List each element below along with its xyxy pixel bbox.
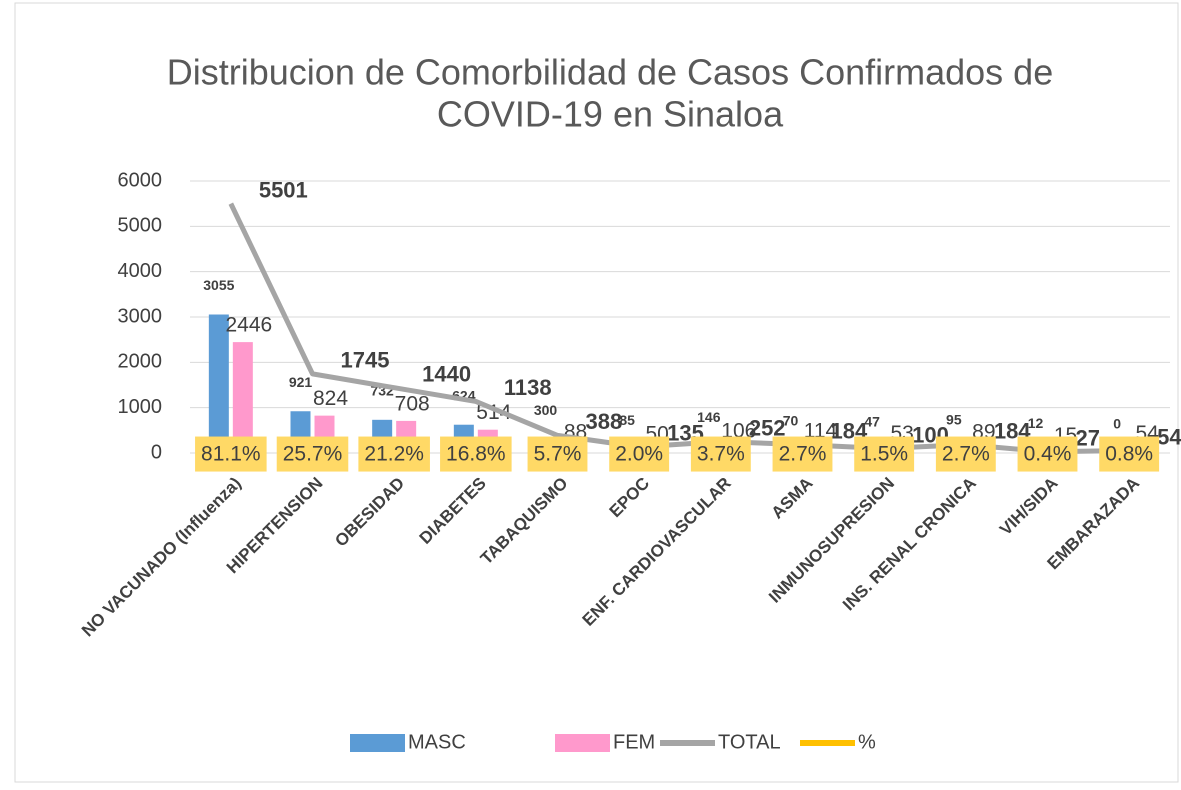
data-label: 708 (395, 392, 430, 415)
data-label: 54 (1157, 424, 1181, 449)
label-box (1099, 436, 1160, 472)
data-label: 824 (313, 387, 348, 410)
data-label: 1138 (504, 375, 552, 400)
data-label: 0.4% (1024, 443, 1072, 466)
label-box (358, 436, 430, 472)
label-box (772, 436, 833, 472)
data-label: 2.7% (779, 443, 827, 466)
label-box (195, 436, 267, 472)
label-box (1017, 436, 1078, 472)
data-label: 388 (586, 409, 623, 434)
label-box (527, 436, 588, 472)
data-label: 25.7% (283, 443, 343, 466)
y-tick-label: 5000 (118, 215, 163, 237)
data-label: 252 (749, 415, 786, 440)
label-box (854, 436, 915, 472)
chart-title: COVID-19 en Sinaloa (437, 94, 784, 135)
data-label: 81.1% (201, 443, 261, 466)
data-label: 12 (1028, 415, 1044, 431)
data-label: 27 (1076, 426, 1100, 451)
label-box (276, 436, 349, 472)
bar (232, 342, 253, 453)
data-label: 3.7% (697, 443, 745, 466)
data-label: 47 (864, 414, 880, 430)
data-label: 0 (1113, 416, 1121, 432)
y-tick-label: 0 (151, 441, 162, 463)
data-label: 1440 (422, 362, 471, 387)
data-label: 70 (783, 413, 799, 429)
legend-label: TOTAL (718, 731, 781, 753)
label-box (690, 436, 751, 472)
legend-label: % (858, 731, 876, 753)
y-tick-label: 3000 (118, 305, 163, 327)
legend-label: FEM (613, 731, 655, 753)
label-box (935, 436, 996, 472)
chart-title: Distribucion de Comorbilidad de Casos Co… (167, 52, 1053, 93)
label-box (440, 436, 512, 472)
data-label: 2.7% (942, 443, 990, 466)
legend-swatch (350, 734, 405, 752)
y-tick-label: 6000 (118, 169, 163, 191)
data-label: 5501 (259, 177, 308, 202)
data-label: 3055 (203, 277, 234, 293)
data-label: 16.8% (446, 443, 506, 466)
data-label: 2446 (225, 314, 272, 337)
data-label: 146 (697, 409, 721, 425)
data-label: 2.0% (615, 443, 663, 466)
data-label: 1745 (341, 348, 390, 373)
data-label: 85 (619, 412, 635, 428)
data-label: 1.5% (860, 443, 908, 466)
label-box (609, 436, 670, 472)
data-label: 300 (534, 402, 558, 418)
y-tick-label: 2000 (118, 351, 163, 373)
y-tick-label: 4000 (118, 260, 163, 282)
bar (208, 314, 229, 453)
legend-swatch (555, 734, 610, 752)
data-label: 921 (289, 374, 313, 390)
data-label: 21.2% (364, 443, 424, 466)
data-label: 5.7% (534, 443, 582, 466)
data-label: 0.8% (1105, 443, 1153, 466)
data-label: 95 (946, 411, 962, 427)
legend-label: MASC (408, 731, 466, 753)
y-tick-label: 1000 (118, 396, 163, 418)
